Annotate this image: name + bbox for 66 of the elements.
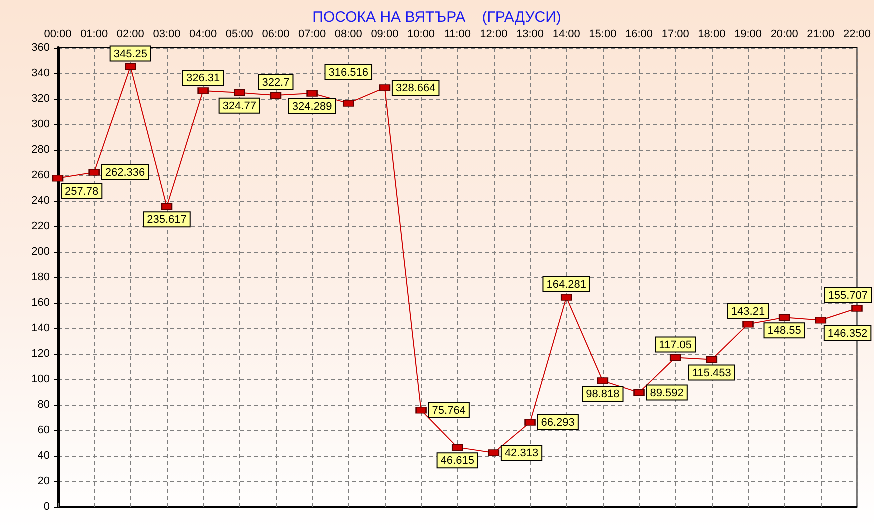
x-tick-label: 17:00	[662, 28, 690, 40]
y-tick-label: 340	[32, 68, 50, 80]
x-tick-label: 12:00	[480, 28, 508, 40]
data-label: 324.77	[222, 100, 256, 112]
y-tick-label: 140	[32, 322, 50, 334]
x-tick-label: 19:00	[734, 28, 762, 40]
x-tick-label: 14:00	[552, 28, 580, 40]
y-tick-label: 0	[44, 501, 50, 513]
data-label: 143.21	[731, 306, 766, 318]
x-tick-label: 21:00	[807, 28, 835, 40]
y-tick-label: 360	[32, 42, 50, 54]
data-label: 316.516	[328, 66, 369, 79]
data-label: 66.293	[541, 416, 575, 429]
data-label: 257.78	[64, 186, 99, 198]
x-tick-label: 09:00	[371, 28, 399, 40]
data-label: 98.818	[586, 388, 620, 401]
x-tick-label: 10:00	[408, 28, 436, 40]
data-label: 89.592	[650, 387, 684, 400]
x-tick-label: 07:00	[298, 28, 326, 40]
data-label: 345.25	[114, 48, 148, 60]
x-tick-label: 03:00	[153, 28, 181, 40]
data-label: 326.31	[186, 72, 220, 84]
x-tick-label: 06:00	[262, 28, 290, 40]
x-tick-label: 05:00	[226, 28, 254, 40]
y-tick-label: 320	[32, 93, 50, 105]
y-tick-label: 280	[32, 144, 50, 156]
data-label: 235.617	[147, 214, 187, 226]
x-tick-label: 15:00	[589, 28, 617, 40]
data-label: 146.352	[828, 328, 868, 340]
data-label: 164.281	[546, 279, 586, 292]
y-tick-label: 300	[32, 118, 50, 130]
x-tick-label: 18:00	[698, 28, 726, 40]
data-label: 115.453	[692, 367, 732, 380]
y-tick-label: 220	[32, 220, 50, 232]
y-tick-label: 260	[32, 170, 50, 182]
data-label: 324.289	[292, 101, 332, 114]
y-tick-label: 180	[32, 272, 50, 284]
y-tick-label: 120	[32, 348, 50, 360]
x-tick-label: 16:00	[625, 28, 654, 40]
y-tick-label: 40	[38, 450, 50, 462]
x-tick-label: 02:00	[116, 28, 144, 40]
data-label: 322.7	[262, 77, 290, 90]
y-tick-label: 60	[38, 424, 50, 436]
x-tick-label: 20:00	[770, 28, 798, 40]
data-label: 42.313	[504, 448, 539, 460]
x-tick-label: 08:00	[334, 28, 362, 40]
data-label: 148.55	[768, 325, 802, 338]
data-label: 75.764	[432, 404, 466, 417]
data-label: 328.664	[396, 82, 436, 94]
x-tick-label: 11:00	[444, 28, 471, 40]
y-tick-label: 20	[38, 476, 50, 488]
x-tick-label: 22:00	[843, 28, 871, 40]
data-label: 46.615	[440, 455, 474, 468]
x-tick-label: 13:00	[516, 28, 544, 40]
chart-title: ПОСОКА НА ВЯТЪРА (ГРАДУСИ)	[312, 9, 562, 26]
y-tick-label: 100	[32, 374, 50, 386]
data-label: 262.336	[105, 167, 146, 180]
y-tick-label: 200	[32, 246, 50, 258]
y-tick-label: 80	[38, 399, 50, 411]
data-label: 155.707	[828, 290, 868, 302]
data-label: 117.05	[659, 339, 692, 352]
x-tick-label: 04:00	[190, 28, 218, 40]
x-tick-label: 00:00	[44, 28, 72, 40]
y-tick-label: 160	[32, 297, 50, 309]
y-tick-label: 240	[32, 195, 50, 207]
x-tick-label: 01:00	[80, 28, 108, 40]
